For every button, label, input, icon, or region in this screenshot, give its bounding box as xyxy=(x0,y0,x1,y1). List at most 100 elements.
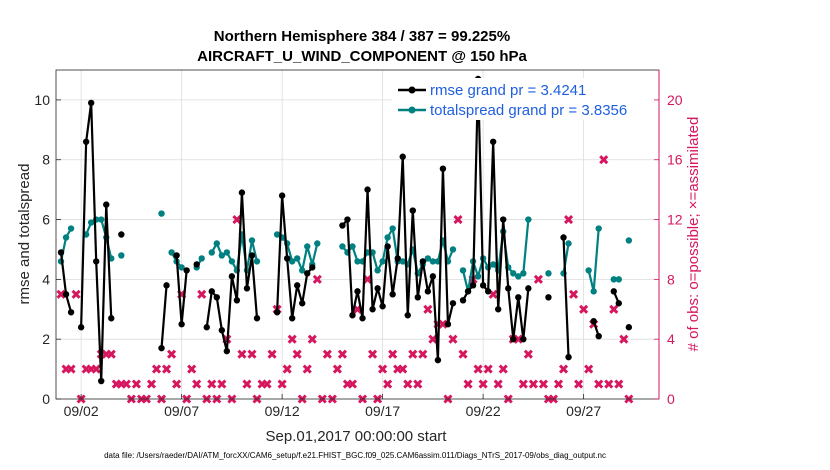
rmse-point xyxy=(484,288,492,295)
rmse-point xyxy=(248,252,256,259)
totalspread-point xyxy=(565,240,572,247)
obs-count-marker xyxy=(262,379,272,389)
totalspread-point xyxy=(294,255,301,262)
y-tick-label-right: 20 xyxy=(667,92,683,108)
obs-count-marker xyxy=(332,364,342,374)
totalspread-point xyxy=(590,288,597,295)
rmse-point xyxy=(379,303,386,310)
rmse-point xyxy=(98,377,105,385)
obs-marker-stroke xyxy=(322,349,332,359)
totalspread-point xyxy=(213,240,220,247)
obs-count-marker xyxy=(398,364,408,374)
obs-count-marker xyxy=(106,349,116,359)
rmse-point xyxy=(233,297,241,304)
rmse-point xyxy=(203,324,210,331)
rmse-point xyxy=(424,288,432,295)
totalspread-point xyxy=(98,216,105,223)
rmse-point xyxy=(369,306,376,313)
rmse-point xyxy=(218,327,226,334)
rmse-point xyxy=(449,300,457,307)
obs-marker-stroke xyxy=(609,304,619,314)
rmse-point xyxy=(359,315,366,322)
legend-marker-rmse xyxy=(408,86,416,94)
obs-count-marker xyxy=(594,379,604,389)
obs-count-marker xyxy=(192,379,202,389)
totalspread-point xyxy=(349,243,356,250)
obs-count-marker xyxy=(423,304,433,314)
obs-count-marker xyxy=(463,379,473,389)
rmse-point xyxy=(93,258,100,265)
totalspread-point xyxy=(218,252,226,259)
totalspread-point xyxy=(474,273,482,280)
totalspread-point xyxy=(610,276,617,283)
obs-marker-stroke xyxy=(619,334,629,344)
y-tick-label-left: 8 xyxy=(42,152,50,168)
obs-marker-stroke xyxy=(418,349,428,359)
y-tick-label-right: 0 xyxy=(667,391,675,407)
rmse-point xyxy=(479,282,487,289)
y-tick-label-left: 6 xyxy=(42,212,50,228)
rmse-point xyxy=(273,309,281,316)
obs-marker-stroke xyxy=(56,289,66,299)
totalspread-point xyxy=(354,258,361,265)
y-tick-label-left: 10 xyxy=(34,92,50,108)
series-layer xyxy=(56,75,634,404)
rmse-point xyxy=(57,249,65,256)
obs-count-marker xyxy=(428,334,438,344)
rmse-point xyxy=(364,186,371,193)
chart-title-line1: Northern Hemisphere 384 / 387 = 99.225% xyxy=(214,28,510,45)
obs-count-marker xyxy=(599,155,609,165)
obs-marker-stroke xyxy=(533,274,543,284)
obs-count-marker xyxy=(619,334,629,344)
rmse-point xyxy=(183,267,190,274)
rmse-point xyxy=(82,138,90,145)
obs-count-marker xyxy=(569,289,579,299)
obs-count-marker xyxy=(493,379,503,389)
obs-count-marker xyxy=(167,349,177,359)
obs-count-marker xyxy=(563,214,574,225)
obs-marker-stroke xyxy=(312,274,322,284)
obs-marker-stroke xyxy=(71,289,81,299)
obs-count-marker xyxy=(292,349,302,359)
obs-count-marker xyxy=(473,364,483,374)
ticks: 09/02 09/07 09/12 09/17 09/22 09/27 0 2 4 6 8 10 0 4 8… xyxy=(34,70,683,419)
obs-count-marker xyxy=(242,379,252,389)
obs-count-marker xyxy=(121,379,131,389)
rmse-point xyxy=(163,282,170,289)
obs-count-marker xyxy=(383,379,393,389)
obs-count-marker xyxy=(518,379,528,389)
totalspread-point xyxy=(168,249,175,256)
rmse-series xyxy=(57,75,633,385)
totalspread-point xyxy=(489,261,497,268)
plot-area xyxy=(56,70,659,399)
obs-count-marker xyxy=(558,364,569,374)
obs-marker-stroke xyxy=(453,214,463,225)
rmse-point xyxy=(278,192,286,199)
obs-marker-stroke xyxy=(232,214,242,225)
obs-count-marker xyxy=(287,334,297,344)
obs-marker-stroke xyxy=(146,379,157,389)
obs-marker-stroke xyxy=(488,289,498,299)
obs-marker-stroke xyxy=(518,379,528,389)
obs-count-marker xyxy=(533,274,543,284)
obs-marker-stroke xyxy=(242,379,252,389)
obs-count-marker xyxy=(448,334,458,344)
obs-marker-stroke xyxy=(604,379,614,389)
totalspread-point xyxy=(424,255,432,262)
obs-marker-stroke xyxy=(287,334,297,344)
obs-count-marker xyxy=(408,349,418,359)
obs-marker-stroke xyxy=(337,349,347,359)
totalspread-point xyxy=(389,225,396,232)
rmse-point xyxy=(213,294,220,301)
y-tick-label-left: 2 xyxy=(42,331,50,347)
rmse-point xyxy=(158,344,165,352)
obs-count-marker xyxy=(513,334,523,344)
obs-marker-stroke xyxy=(438,319,448,329)
y-tick-label-left: 4 xyxy=(42,271,50,287)
obs-marker-stroke xyxy=(569,289,579,299)
rmse-point xyxy=(560,234,567,241)
legend: rmse grand pr = 3.4241 totalspread grand… xyxy=(392,78,654,120)
totalspread-point xyxy=(384,234,391,241)
obs-count-marker xyxy=(579,304,589,314)
rmse-point xyxy=(595,332,602,340)
